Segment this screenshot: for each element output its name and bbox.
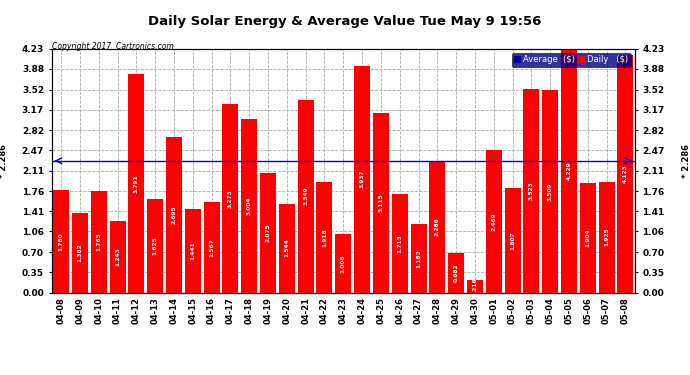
- Bar: [504, 188, 520, 292]
- Text: 2.695: 2.695: [172, 206, 177, 224]
- Text: 2.075: 2.075: [266, 224, 270, 242]
- Bar: [185, 210, 201, 292]
- Text: 4.229: 4.229: [566, 161, 571, 180]
- Bar: [260, 173, 276, 292]
- Text: 1.382: 1.382: [77, 243, 83, 262]
- Bar: [297, 99, 314, 292]
- Text: 4.123: 4.123: [623, 164, 628, 183]
- Bar: [467, 280, 483, 292]
- Bar: [166, 137, 182, 292]
- Text: 1.182: 1.182: [416, 249, 421, 268]
- Legend: Average  ($), Daily   ($): Average ($), Daily ($): [512, 53, 631, 67]
- Bar: [486, 150, 502, 292]
- Bar: [373, 113, 389, 292]
- Bar: [147, 199, 164, 292]
- Text: 1.918: 1.918: [322, 228, 327, 246]
- Bar: [411, 224, 426, 292]
- Bar: [53, 190, 69, 292]
- Text: 0.216: 0.216: [473, 277, 477, 296]
- Text: 1.625: 1.625: [152, 236, 158, 255]
- Text: 1.008: 1.008: [341, 254, 346, 273]
- Bar: [448, 253, 464, 292]
- Text: 3.115: 3.115: [378, 194, 384, 212]
- Text: Daily Solar Energy & Average Value Tue May 9 19:56: Daily Solar Energy & Average Value Tue M…: [148, 15, 542, 28]
- Text: 2.469: 2.469: [491, 212, 496, 231]
- Text: 3.509: 3.509: [548, 182, 553, 201]
- Bar: [91, 191, 107, 292]
- Text: * 2.286: * 2.286: [0, 144, 8, 178]
- Text: 3.349: 3.349: [303, 187, 308, 206]
- Text: 1.441: 1.441: [190, 242, 195, 260]
- Text: 3.791: 3.791: [134, 174, 139, 193]
- Bar: [354, 66, 370, 292]
- Bar: [110, 221, 126, 292]
- Text: 1.904: 1.904: [585, 228, 590, 247]
- Text: 1.780: 1.780: [59, 232, 63, 251]
- Text: 1.243: 1.243: [115, 247, 120, 266]
- Bar: [222, 104, 239, 292]
- Bar: [128, 74, 144, 292]
- Text: 3.273: 3.273: [228, 189, 233, 208]
- Bar: [204, 202, 219, 292]
- Bar: [523, 90, 540, 292]
- Text: 1.544: 1.544: [284, 238, 289, 257]
- Bar: [335, 234, 351, 292]
- Bar: [392, 194, 408, 292]
- Text: 1.765: 1.765: [97, 232, 101, 251]
- Bar: [561, 49, 577, 292]
- Bar: [580, 183, 595, 292]
- Text: 1.567: 1.567: [209, 238, 214, 257]
- Bar: [618, 55, 633, 292]
- Bar: [599, 182, 615, 292]
- Bar: [279, 204, 295, 292]
- Text: 1.807: 1.807: [510, 231, 515, 250]
- Text: 3.937: 3.937: [359, 170, 364, 188]
- Bar: [429, 161, 445, 292]
- Bar: [72, 213, 88, 292]
- Bar: [241, 119, 257, 292]
- Text: 1.925: 1.925: [604, 228, 609, 246]
- Bar: [317, 182, 333, 292]
- Text: 1.713: 1.713: [397, 234, 402, 252]
- Bar: [542, 90, 558, 292]
- Text: 3.004: 3.004: [247, 197, 252, 215]
- Text: 2.286: 2.286: [435, 217, 440, 236]
- Text: Copyright 2017  Cartronics.com: Copyright 2017 Cartronics.com: [52, 42, 173, 51]
- Text: * 2.286: * 2.286: [682, 144, 690, 178]
- Text: 0.682: 0.682: [453, 264, 459, 282]
- Text: 3.523: 3.523: [529, 182, 534, 200]
